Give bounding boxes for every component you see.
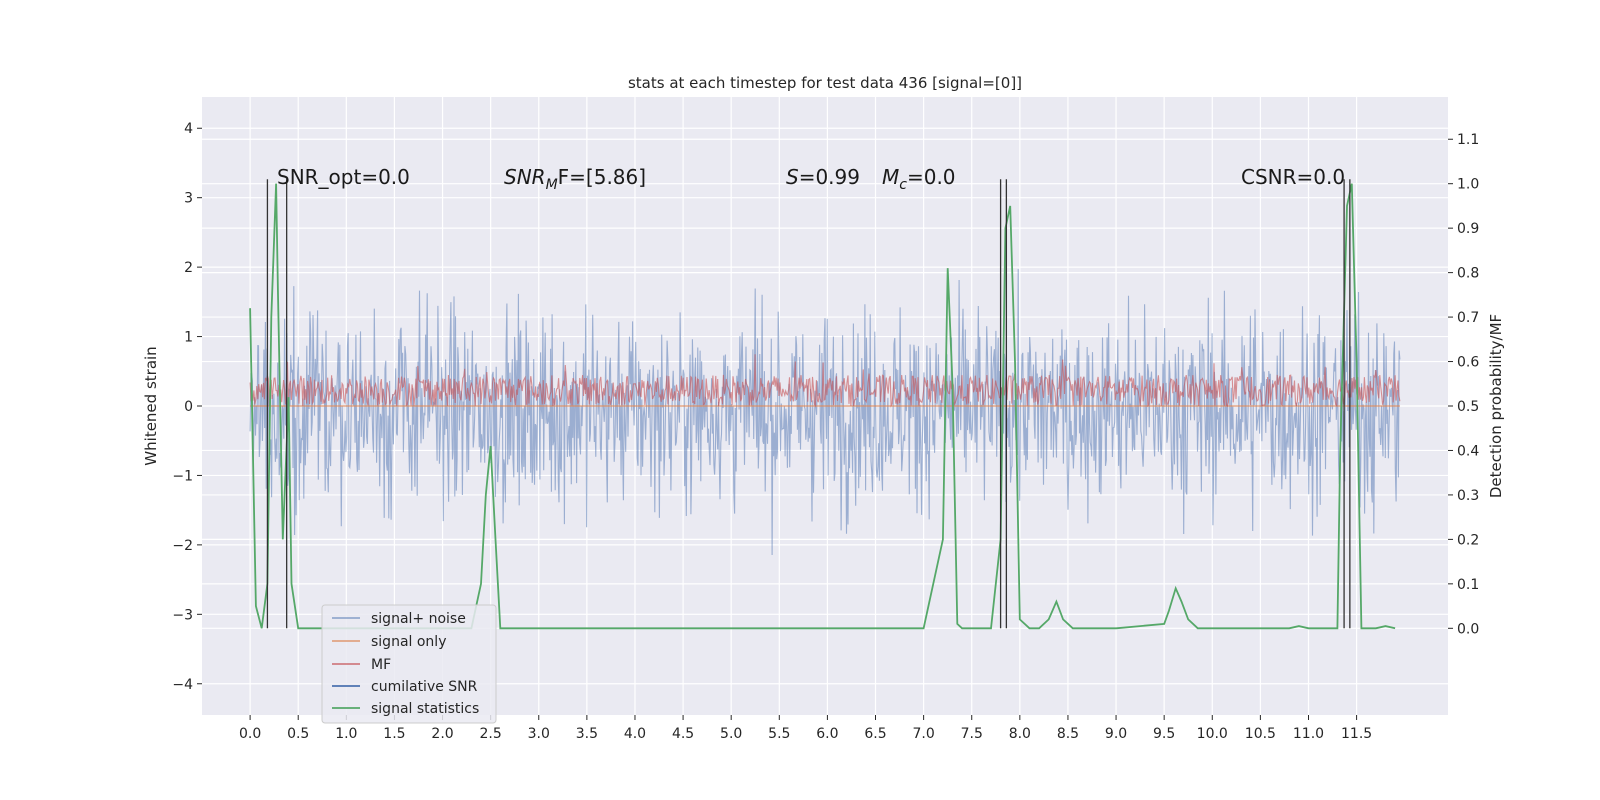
y2-tick-label: 0.1 (1457, 577, 1479, 593)
annotation-snr-mf-prefix: SNR (504, 165, 546, 189)
x-tick-label: 10.0 (1197, 726, 1228, 742)
legend-label-mf: MF (371, 657, 391, 673)
annotation-mc-suffix: =0.0 (907, 165, 956, 189)
annotation-s-value: S=0.99 (786, 165, 860, 189)
series-mf (249, 354, 1401, 408)
x-tick-label: 3.0 (528, 726, 550, 742)
x-tick-label: 11.5 (1341, 726, 1372, 742)
x-tick-label: 2.0 (431, 726, 453, 742)
annotation-s-prefix: S (786, 165, 799, 189)
x-tick-label: 3.5 (576, 726, 598, 742)
y-tick-label: 0 (184, 399, 193, 415)
annotation-snr-mf-sub: M (546, 177, 558, 193)
x-tick-label: 5.5 (768, 726, 790, 742)
x-axis-ticks: 0.0 0.5 1.0 1.5 2.0 2.5 3.0 3.5 4.0 4.5 5.0 5.5 6.0 6… (239, 715, 1372, 742)
marker-lines (266, 179, 1351, 629)
y2-tick-label: 0.4 (1457, 443, 1479, 459)
y2-tick-label: 0.0 (1457, 621, 1479, 637)
legend-label-signal-only: signal only (371, 634, 446, 650)
x-tick-label: 4.0 (624, 726, 646, 742)
y2-tick-label: 0.3 (1457, 488, 1479, 504)
x-tick-label: 1.0 (335, 726, 357, 742)
y2-tick-label: 0.2 (1457, 532, 1479, 548)
legend: signal+ noise signal only MF cumilative … (321, 604, 497, 724)
y-tick-label: −1 (172, 468, 193, 484)
y-axis-ticks: 4 3 2 1 0 −1 −2 −3 −4 (172, 121, 202, 693)
x-tick-label: 9.5 (1153, 726, 1175, 742)
y-tick-label: 3 (184, 191, 193, 207)
y2-axis-label: Detection probability/MF (1487, 314, 1505, 498)
annotation-csnr: CSNR=0.0 (1241, 165, 1345, 189)
y2-tick-label: 0.5 (1457, 399, 1479, 415)
x-tick-label: 7.5 (961, 726, 983, 742)
x-tick-label: 8.5 (1057, 726, 1079, 742)
x-tick-label: 0.0 (239, 726, 261, 742)
y-tick-label: 4 (184, 121, 193, 137)
annotation-snr-mf-suffix: F=[5.86] (558, 165, 646, 189)
y-tick-label: −3 (172, 607, 193, 623)
legend-box (321, 604, 497, 724)
y-tick-label: 1 (184, 330, 193, 346)
y-tick-label: −4 (172, 677, 193, 693)
annotation-s-suffix: =0.99 (799, 165, 860, 189)
annotations: SNR_opt=0.0 SNRMF=[5.86] S=0.99 Mc=0.0 C… (277, 165, 1345, 193)
legend-label-signal-statistics: signal statistics (371, 701, 479, 717)
x-tick-label: 1.5 (383, 726, 405, 742)
y2-tick-label: 1.1 (1457, 132, 1479, 148)
x-tick-label: 11.0 (1293, 726, 1324, 742)
y2-axis-ticks: 1.1 1.0 0.9 0.8 0.7 0.6 0.5 0.4 0.3 0.2 0.1 0.0 (1448, 132, 1479, 637)
y2-tick-label: 0.9 (1457, 221, 1479, 237)
x-tick-label: 2.5 (480, 726, 502, 742)
x-tick-label: 9.0 (1105, 726, 1127, 742)
x-tick-label: 5.0 (720, 726, 742, 742)
series-signal-noise (249, 269, 1401, 556)
legend-label-signal-noise: signal+ noise (371, 611, 466, 627)
annotation-mc-sub: c (899, 177, 907, 193)
x-tick-label: 7.0 (912, 726, 934, 742)
annotation-snr-mf: SNRMF=[5.86] (504, 165, 646, 193)
x-tick-label: 10.5 (1245, 726, 1276, 742)
chart-title: stats at each timestep for test data 436… (628, 74, 1022, 92)
x-tick-label: 4.5 (672, 726, 694, 742)
legend-label-cumulative-snr: cumilative SNR (371, 679, 478, 695)
annotation-snr-opt: SNR_opt=0.0 (277, 165, 410, 189)
y-axis-label: Whitened strain (142, 346, 160, 465)
y-tick-label: −2 (172, 538, 193, 554)
y2-tick-label: 1.0 (1457, 177, 1479, 193)
x-tick-label: 0.5 (287, 726, 309, 742)
annotation-mc-prefix: M (882, 165, 899, 189)
y2-tick-label: 0.7 (1457, 310, 1479, 326)
y2-tick-label: 0.6 (1457, 355, 1479, 371)
y2-tick-label: 0.8 (1457, 266, 1479, 282)
annotation-mc-value: Mc=0.0 (882, 165, 956, 193)
x-tick-label: 8.0 (1009, 726, 1031, 742)
x-tick-label: 6.0 (816, 726, 838, 742)
x-tick-label: 6.5 (864, 726, 886, 742)
y-tick-label: 2 (184, 260, 193, 276)
